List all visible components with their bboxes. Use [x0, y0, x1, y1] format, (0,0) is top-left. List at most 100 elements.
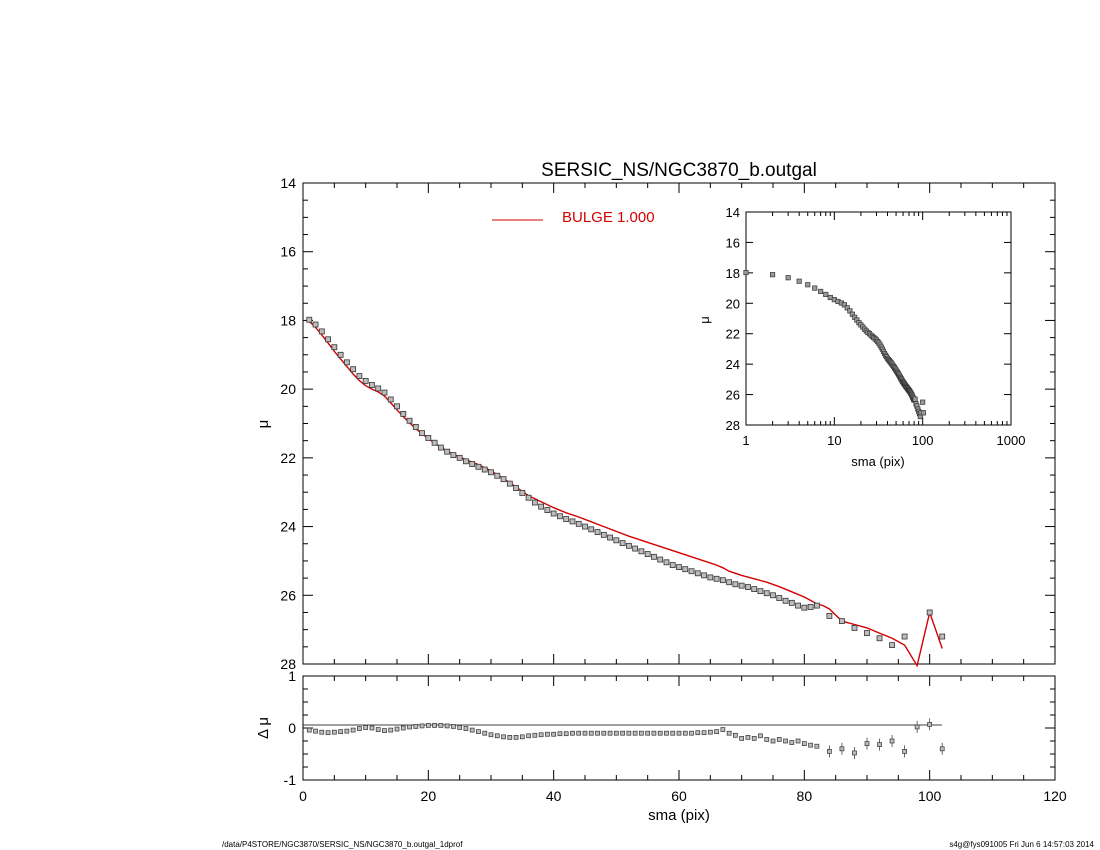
residual-point [582, 730, 588, 736]
residual-point [783, 738, 788, 744]
residual-point [545, 731, 550, 737]
profile-point [381, 389, 388, 396]
inset-profile-point [796, 278, 802, 284]
profile-point [607, 534, 613, 541]
profile-point [864, 630, 870, 636]
profile-point [488, 469, 494, 476]
profile-point [745, 584, 751, 590]
x-tick-label: 20 [421, 788, 437, 804]
inset-x-tick-label: 1000 [997, 433, 1026, 448]
residual-point [494, 733, 500, 739]
profile-point [318, 328, 325, 335]
residual-point [338, 729, 343, 734]
profile-point [337, 351, 344, 358]
residual-point [651, 730, 657, 736]
residual-point [344, 728, 350, 734]
inset-y-tick-label: 24 [726, 357, 740, 372]
residual-point [519, 734, 525, 740]
inset-tick-labels: 14 16 18 20 22 24 26 281 10 100 1000 [726, 205, 1026, 448]
x-tick-label: 0 [299, 788, 307, 804]
inset-profile-point [841, 302, 847, 308]
residual-y-tick-label: -1 [284, 772, 297, 788]
inset-y-tick-label: 14 [726, 205, 740, 220]
profile-point [563, 516, 570, 522]
residual-point [745, 735, 751, 740]
x-axis-label: sma (pix) [648, 807, 710, 824]
profile-point [657, 556, 664, 563]
main-y-tick-label: 18 [280, 312, 296, 328]
profile-point [362, 377, 369, 384]
residual-point [758, 733, 763, 739]
profile-point [738, 582, 745, 589]
profile-point [506, 480, 513, 487]
residual-point [570, 730, 575, 736]
residual-point [682, 730, 688, 736]
profile-point [770, 592, 776, 599]
x-tick-label: 80 [797, 788, 813, 804]
inset-profile-points [743, 270, 926, 420]
residual-point [927, 722, 933, 727]
inset-y-axis-label: μ [697, 316, 712, 324]
profile-point [600, 531, 607, 538]
profile-point [575, 520, 582, 527]
residual-point [425, 723, 431, 728]
profile-point [732, 581, 739, 588]
residual-point [576, 730, 582, 736]
chart-title: SERSIC_NS/NGC3870_b.outgal [541, 160, 817, 181]
profile-point [719, 577, 726, 584]
inset-x-tick-label: 10 [827, 433, 841, 448]
residual-point [350, 727, 356, 733]
residual-point [695, 730, 701, 736]
profile-point [613, 537, 620, 544]
residual-point [814, 743, 820, 749]
residual-point [670, 730, 676, 736]
profile-point [557, 513, 563, 520]
main-y-axis-label: μ [255, 420, 272, 429]
x-tick-label: 40 [546, 788, 562, 804]
residual-point [407, 724, 412, 730]
residual-point [714, 729, 719, 734]
bulge-model-line [308, 320, 943, 668]
residual-point [482, 730, 488, 736]
profile-point [331, 344, 338, 351]
residual-point [707, 729, 713, 735]
residual-point [657, 730, 663, 736]
profile-point [538, 503, 545, 510]
inset-x-tick-label: 1 [742, 433, 749, 448]
main-profile-panel: SERSIC_NS/NGC3870_b.outgal 14 16 18 20 22 24 2… [255, 160, 1056, 672]
main-y-tick-label: 14 [280, 175, 296, 191]
residual-point [726, 730, 732, 736]
residual-point [488, 732, 494, 738]
footer-timestamp: s4g@fys091005 Fri Jun 6 14:57:03 2014 [949, 840, 1094, 849]
main-y-tick-label: 16 [280, 244, 296, 260]
main-y-tick-label: 22 [280, 450, 296, 466]
inset-profile-point [920, 399, 926, 405]
profile-point [406, 417, 413, 424]
residual-point [764, 737, 770, 742]
x-tick-label: 100 [918, 788, 942, 804]
residual-point [363, 725, 369, 730]
profile-point [425, 435, 432, 441]
inset-y-tick-label: 22 [726, 327, 740, 342]
profile-point [469, 461, 476, 467]
profile-point [851, 625, 858, 631]
profile-point [839, 618, 845, 624]
inset-profile-point [770, 272, 776, 278]
residual-point [827, 749, 832, 754]
main-axis-ticks [302, 182, 1056, 665]
profile-point [663, 559, 670, 566]
profile-point [751, 586, 758, 593]
footer-file-path: /data/P4STORE/NGC3870/SERSIC_NS/NGC3870_… [222, 840, 463, 849]
profile-point [701, 572, 707, 579]
profile-point [375, 385, 382, 392]
profile-point [387, 396, 394, 403]
profile-point [939, 633, 946, 640]
profile-point [782, 597, 789, 604]
profile-point [694, 570, 701, 577]
residual-point [852, 750, 857, 756]
main-y-tick-label: 28 [280, 656, 296, 672]
profile-point [625, 542, 632, 549]
profile-point [569, 518, 576, 525]
inset-profile-point [743, 270, 749, 276]
